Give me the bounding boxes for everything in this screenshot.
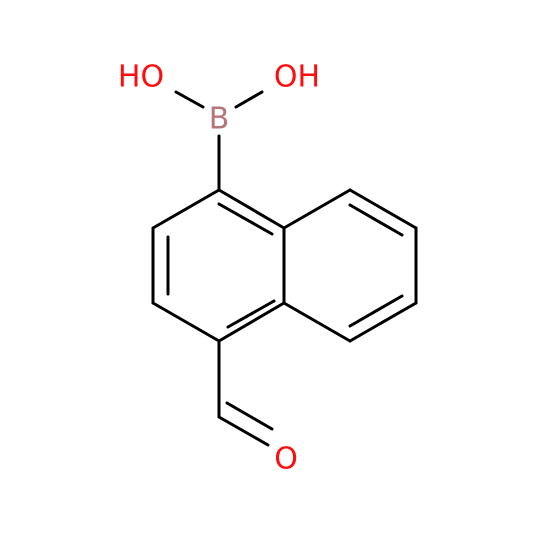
atom-label: HO [118, 60, 164, 95]
atom-label: O [274, 442, 298, 477]
atom-label: B [209, 102, 230, 137]
atom-label: OH [274, 60, 320, 95]
bonds [151, 90, 418, 447]
